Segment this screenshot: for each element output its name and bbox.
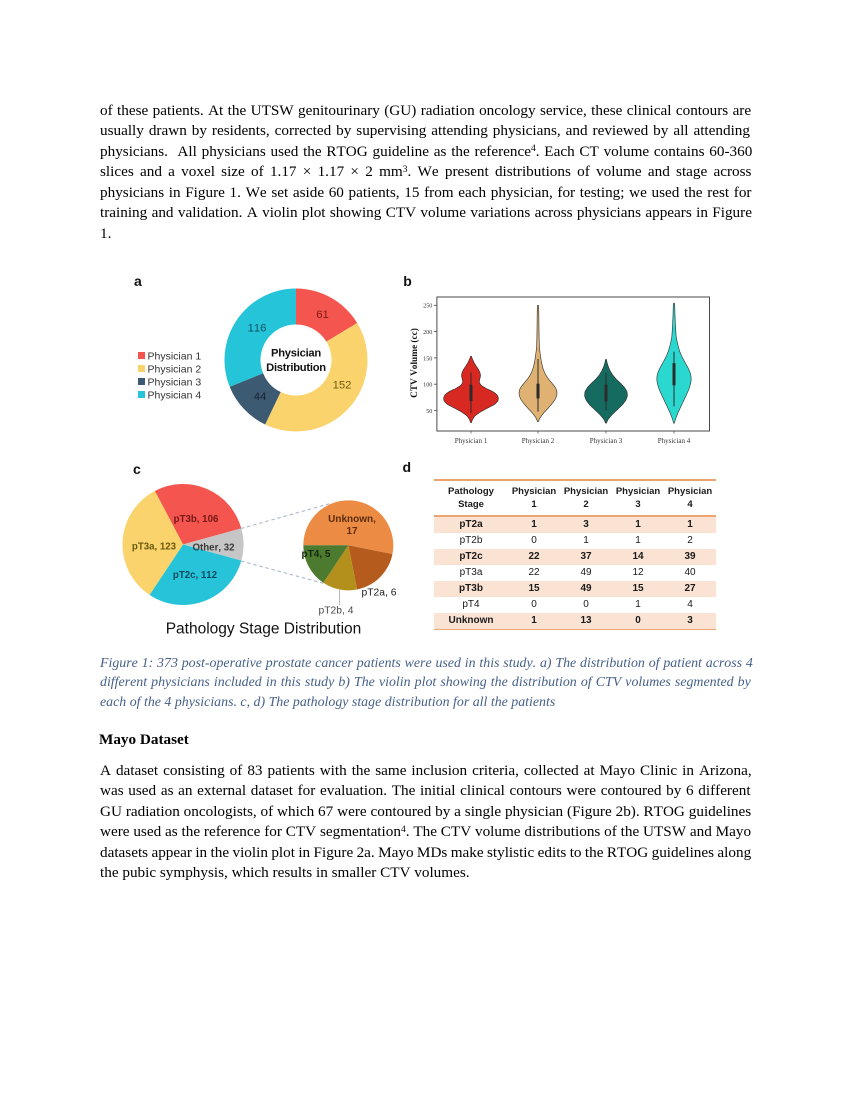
svg-text:pT4, 5: pT4, 5 xyxy=(302,549,331,560)
svg-text:pT3a, 123: pT3a, 123 xyxy=(132,542,177,553)
svg-text:CTV Volume (cc): CTV Volume (cc) xyxy=(409,328,420,398)
svg-text:Unknown,: Unknown, xyxy=(328,514,376,525)
svg-text:Physician 2: Physician 2 xyxy=(522,437,555,445)
svg-text:Physician 3: Physician 3 xyxy=(148,376,202,388)
svg-text:pT2a, 6: pT2a, 6 xyxy=(362,588,397,599)
svg-text:Distribution: Distribution xyxy=(266,362,326,374)
svg-text:61: 61 xyxy=(316,309,329,321)
svg-text:150: 150 xyxy=(423,355,432,362)
svg-text:50: 50 xyxy=(426,408,432,415)
svg-text:pT2b, 4: pT2b, 4 xyxy=(319,606,354,617)
svg-text:200: 200 xyxy=(423,329,432,336)
svg-text:Physician 4: Physician 4 xyxy=(148,389,202,401)
svg-text:Other, 32: Other, 32 xyxy=(193,543,235,554)
svg-text:116: 116 xyxy=(248,323,267,335)
svg-text:pT3b, 106: pT3b, 106 xyxy=(174,514,219,525)
svg-text:100: 100 xyxy=(423,382,432,389)
svg-text:Physician 1: Physician 1 xyxy=(455,437,488,445)
svg-text:Physician: Physician xyxy=(271,348,321,360)
svg-text:250: 250 xyxy=(423,303,432,310)
svg-text:pT2c, 112: pT2c, 112 xyxy=(173,570,217,581)
svg-text:Physician 3: Physician 3 xyxy=(590,437,623,445)
svg-text:152: 152 xyxy=(333,380,352,392)
svg-text:17: 17 xyxy=(346,526,358,537)
svg-text:44: 44 xyxy=(254,391,267,403)
svg-text:Physician 1: Physician 1 xyxy=(148,350,202,362)
svg-text:Physician 2: Physician 2 xyxy=(148,363,202,375)
svg-text:Physician 4: Physician 4 xyxy=(658,437,691,445)
svg-text:Pathology Stage Distribution: Pathology Stage Distribution xyxy=(166,621,362,638)
